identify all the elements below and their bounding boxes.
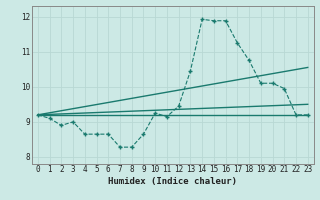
X-axis label: Humidex (Indice chaleur): Humidex (Indice chaleur) (108, 177, 237, 186)
